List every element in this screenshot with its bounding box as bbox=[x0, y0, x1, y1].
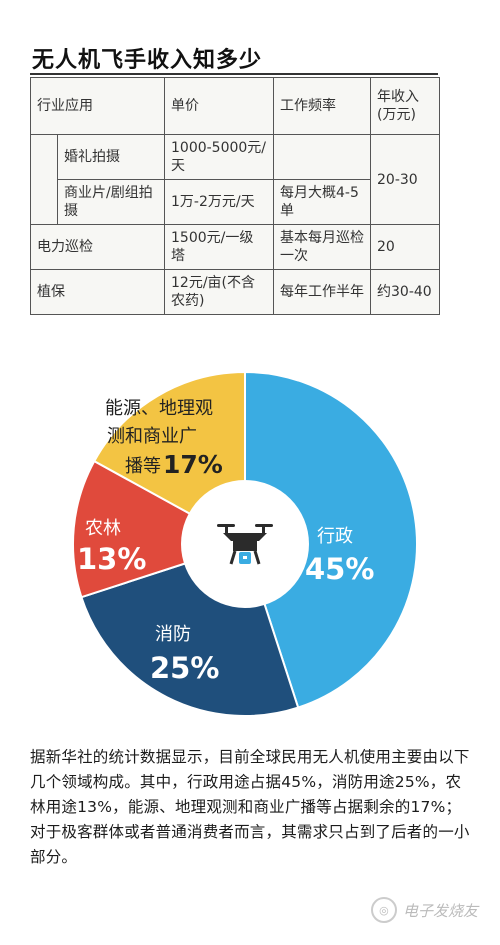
slice-label-admin: 行政 bbox=[317, 526, 353, 547]
pie-labels: 行政 45% 消防 25% 农林 13% 能源、地理观 测和商业广 播等 17% bbox=[77, 398, 374, 685]
pie-chart: 行政 45% 消防 25% 农林 13% 能源、地理观 测和商业广 播等 17% bbox=[55, 372, 435, 717]
slice-label-energy-line2: 测和商业广 bbox=[107, 426, 197, 447]
cell-price: 12元/亩(不含农药) bbox=[164, 269, 274, 315]
cell-income: 20 bbox=[370, 224, 440, 270]
income-table: 行业应用 单价 工作频率 年收入(万元) 婚礼拍摄 1000-5000元/天 2… bbox=[30, 77, 440, 315]
title-rule bbox=[30, 73, 438, 75]
header-income: 年收入(万元) bbox=[370, 77, 440, 135]
cell-industry: 电力巡检 bbox=[30, 224, 165, 270]
cell-industry: 商业片/剧组拍摄 bbox=[57, 179, 165, 225]
slice-admin bbox=[244, 372, 419, 709]
pie-svg: 行政 45% 消防 25% 农林 13% 能源、地理观 测和商业广 播等 17% bbox=[72, 372, 419, 717]
table-row: 植保 12元/亩(不含农药) 每年工作半年 约30-40 bbox=[30, 269, 440, 315]
watermark: ◎ 电子发烧友 bbox=[370, 897, 478, 923]
slice-value-admin: 45% bbox=[305, 552, 374, 586]
slice-agri bbox=[72, 459, 248, 599]
drone-icon bbox=[217, 524, 273, 565]
header-price: 单价 bbox=[164, 77, 274, 135]
slice-label-agri: 农林 bbox=[85, 518, 121, 539]
slice-value-energy: 17% bbox=[163, 450, 223, 479]
cell-price: 1000-5000元/天 bbox=[164, 134, 274, 180]
table-row: 商业片/剧组拍摄 1万-2万元/天 每月大概4-5单 bbox=[31, 179, 440, 225]
cell-income: 约30-40 bbox=[370, 269, 440, 315]
cell-frequency: 每年工作半年 bbox=[273, 269, 371, 315]
header-frequency: 工作频率 bbox=[273, 77, 371, 135]
watermark-logo-icon: ◎ bbox=[370, 897, 397, 923]
header-industry: 行业应用 bbox=[30, 77, 165, 135]
cell-income: 20-30 bbox=[370, 134, 440, 225]
table-header-row: 行业应用 单价 工作频率 年收入(万元) bbox=[30, 77, 440, 135]
cell-industry: 婚礼拍摄 bbox=[57, 134, 165, 180]
table-row: 婚礼拍摄 1000-5000元/天 20-30 bbox=[30, 134, 440, 225]
slice-value-agri: 13% bbox=[77, 542, 146, 576]
slice-label-energy-line1: 能源、地理观 bbox=[105, 398, 213, 419]
cell-frequency bbox=[273, 134, 371, 180]
cell-industry: 植保 bbox=[30, 269, 165, 315]
slice-label-energy-line3: 播等 bbox=[125, 456, 161, 477]
row-group-indent bbox=[30, 134, 58, 225]
slice-label-fire: 消防 bbox=[155, 624, 191, 645]
cell-price: 1万-2万元/天 bbox=[164, 179, 274, 225]
table-row: 电力巡检 1500元/一级塔 基本每月巡检一次 20 bbox=[30, 224, 440, 270]
cell-price: 1500元/一级塔 bbox=[164, 224, 274, 270]
cell-frequency: 每月大概4-5单 bbox=[273, 179, 371, 225]
page-title: 无人机飞手收入知多少 bbox=[32, 48, 263, 73]
description-paragraph: 据新华社的统计数据显示，目前全球民用无人机使用主要由以下几个领域构成。其中，行政… bbox=[30, 748, 470, 866]
watermark-text: 电子发烧友 bbox=[402, 901, 478, 920]
slice-value-fire: 25% bbox=[150, 651, 219, 685]
cell-frequency: 基本每月巡检一次 bbox=[273, 224, 371, 270]
header-income-text: 年收入(万元) bbox=[377, 89, 419, 123]
